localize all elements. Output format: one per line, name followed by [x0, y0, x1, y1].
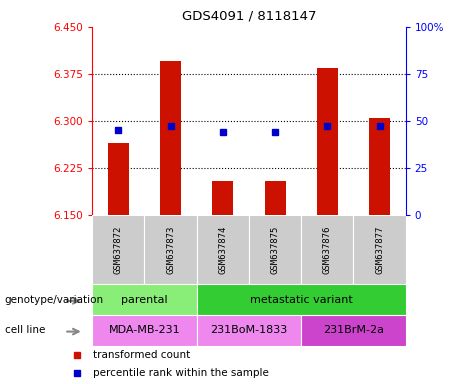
Bar — [144, 215, 197, 284]
Text: GSM637876: GSM637876 — [323, 225, 332, 274]
Text: cell line: cell line — [5, 325, 45, 335]
Text: parental: parental — [121, 295, 168, 305]
Bar — [108, 143, 129, 215]
Bar — [249, 215, 301, 284]
Text: metastatic variant: metastatic variant — [250, 295, 353, 305]
Bar — [197, 284, 406, 315]
Bar — [317, 68, 338, 215]
Text: GSM637874: GSM637874 — [219, 225, 227, 274]
Text: GSM637872: GSM637872 — [114, 225, 123, 274]
Text: genotype/variation: genotype/variation — [5, 295, 104, 305]
Text: transformed count: transformed count — [93, 350, 190, 360]
Bar — [197, 215, 249, 284]
Bar — [301, 315, 406, 346]
Bar — [369, 118, 390, 215]
Text: GSM637873: GSM637873 — [166, 225, 175, 274]
Title: GDS4091 / 8118147: GDS4091 / 8118147 — [182, 10, 316, 23]
Text: MDA-MB-231: MDA-MB-231 — [109, 325, 180, 335]
Bar — [92, 215, 144, 284]
Bar — [92, 315, 197, 346]
Text: 231BoM-1833: 231BoM-1833 — [210, 325, 288, 335]
Bar — [197, 315, 301, 346]
Bar — [92, 284, 197, 315]
Bar — [160, 61, 181, 215]
Text: percentile rank within the sample: percentile rank within the sample — [93, 367, 269, 377]
Bar — [265, 180, 285, 215]
Text: 231BrM-2a: 231BrM-2a — [323, 325, 384, 335]
Text: GSM637875: GSM637875 — [271, 225, 279, 274]
Bar — [301, 215, 354, 284]
Text: GSM637877: GSM637877 — [375, 225, 384, 274]
Bar — [213, 180, 233, 215]
Bar — [354, 215, 406, 284]
